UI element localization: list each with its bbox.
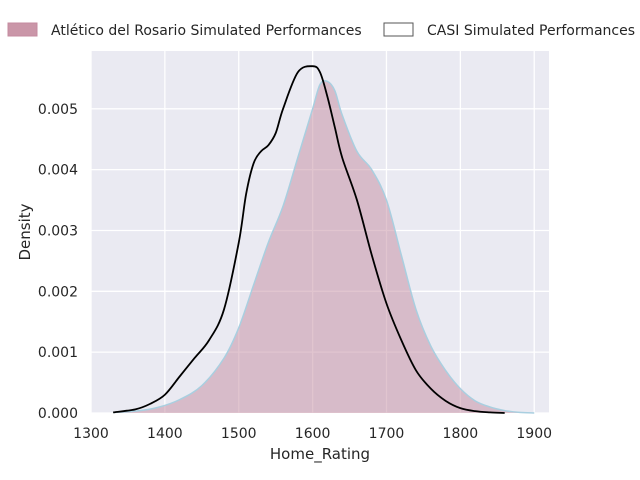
- legend: Atlético del Rosario Simulated Performan…: [7, 22, 635, 39]
- series-layer: [113, 65, 535, 414]
- x-tick-label-1: 1400: [147, 426, 183, 442]
- y-axis-label: Density: [16, 203, 34, 260]
- x-axis-label: Home_Rating: [270, 445, 370, 464]
- x-tick-label-4: 1700: [369, 426, 405, 442]
- series-line-casi: [113, 65, 505, 414]
- y-tick-label-3: 0.003: [38, 223, 78, 239]
- legend-label-rosario: Atlético del Rosario Simulated Performan…: [51, 23, 362, 39]
- tick-labels: 1300 1400 1500 1600 1700 1800 1900 0.000 0.001 0.…: [38, 102, 552, 442]
- series-outline-rosario: [113, 79, 535, 414]
- series-area-rosario: [113, 80, 535, 414]
- y-tick-label-4: 0.004: [38, 163, 78, 179]
- y-tick-label-1: 0.001: [38, 345, 78, 361]
- y-tick-label-0: 0.000: [38, 406, 78, 422]
- x-tick-label-2: 1500: [221, 426, 257, 442]
- y-tick-label-2: 0.002: [38, 284, 78, 300]
- legend-swatch-rosario: [7, 22, 38, 37]
- y-tick-label-5: 0.005: [38, 102, 78, 118]
- legend-label-casi: CASI Simulated Performances: [427, 23, 635, 39]
- x-tick-label-5: 1800: [443, 426, 479, 442]
- x-tick-label-3: 1600: [295, 426, 331, 442]
- x-tick-label-0: 1300: [73, 426, 109, 442]
- x-tick-label-6: 1900: [516, 426, 552, 442]
- legend-swatch-casi: [383, 22, 414, 37]
